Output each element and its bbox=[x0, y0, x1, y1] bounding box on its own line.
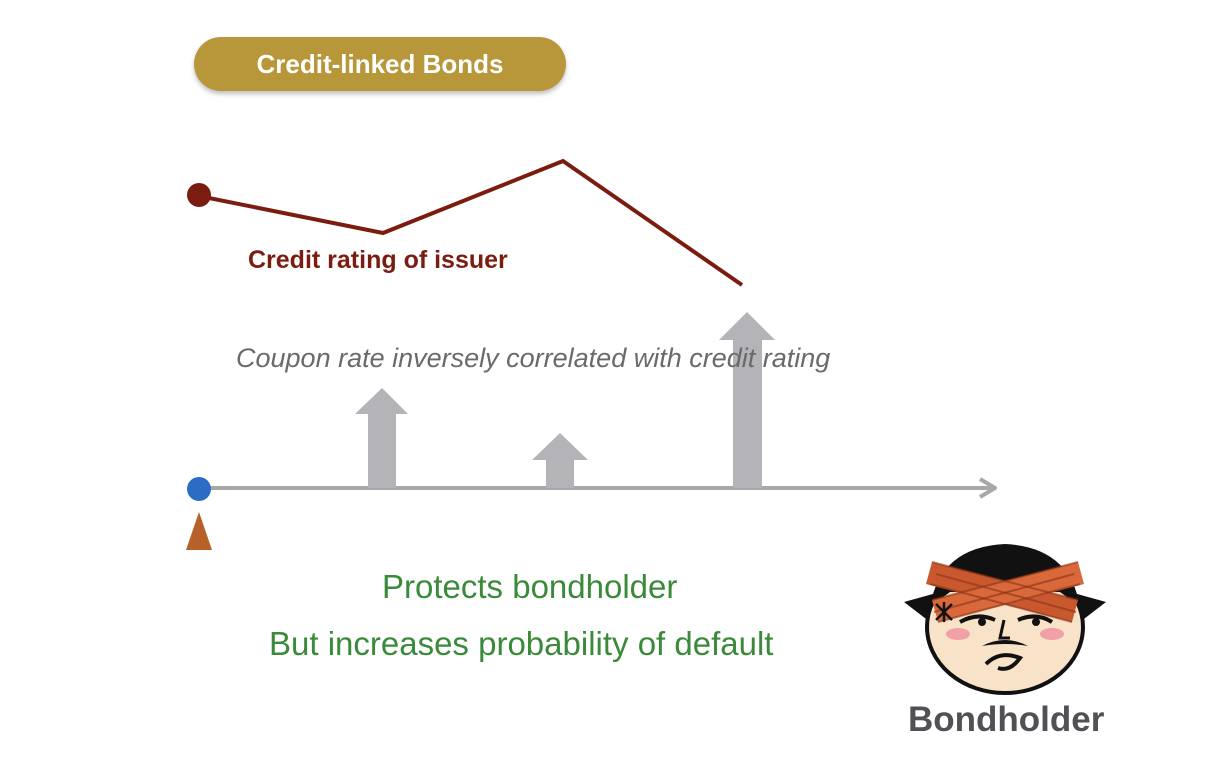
issuer-marker-icon bbox=[186, 512, 212, 550]
coupon-arrow-3 bbox=[719, 312, 775, 488]
credit-rating-label: Credit rating of issuer bbox=[248, 246, 508, 274]
coupon-arrow-2 bbox=[532, 433, 588, 488]
bondholder-label: Bondholder bbox=[908, 700, 1105, 739]
credit-rating-start-point bbox=[187, 183, 211, 207]
coupon-arrow-1 bbox=[355, 388, 408, 488]
benefit-line-2: But increases probability of default bbox=[269, 625, 774, 662]
coupon-note: Coupon rate inversely correlated with cr… bbox=[236, 343, 831, 373]
start-point-icon bbox=[187, 477, 211, 501]
timeline-arrowhead bbox=[978, 477, 997, 499]
bondholder-face-icon bbox=[900, 522, 1110, 707]
title-badge: Credit-linked Bonds bbox=[194, 37, 566, 91]
credit-rating-line bbox=[198, 158, 744, 287]
benefit-line-1: Protects bondholder bbox=[382, 568, 678, 605]
